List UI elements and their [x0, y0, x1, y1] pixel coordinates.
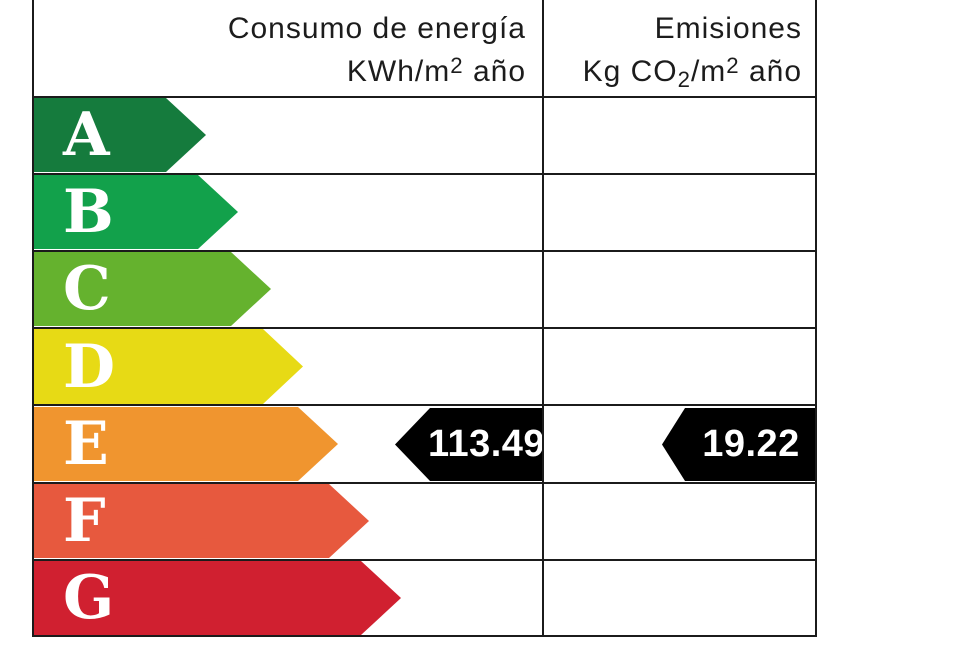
rating-arrow-f: F	[34, 484, 369, 558]
consumption-column-header: Consumo de energía KWh/m2 año	[34, 7, 526, 95]
emissions-value-marker: 19.22	[662, 408, 817, 481]
consumption-value: 113.49	[427, 423, 546, 465]
table-border-right	[815, 0, 817, 637]
rating-arrow-a: A	[34, 98, 206, 172]
superscript-2: 2	[726, 53, 740, 78]
table-row-line	[32, 173, 817, 175]
rating-letter: D	[63, 331, 116, 402]
subscript-2: 2	[677, 67, 691, 92]
table-row-line	[32, 327, 817, 329]
emissions-column-header: Emisiones Kg CO2/m2 año	[544, 7, 802, 95]
consumption-value-marker: 113.49	[395, 408, 543, 481]
rating-arrow-b: B	[34, 175, 238, 249]
table-border-left	[32, 0, 34, 637]
table-row-line	[32, 559, 817, 561]
table-row-line	[32, 404, 817, 406]
rating-arrow-e: E	[34, 407, 338, 481]
table-row-line	[32, 250, 817, 252]
rating-letter: C	[63, 254, 111, 324]
table-row-line	[32, 482, 817, 484]
emissions-unit: Kg CO2/m2 año	[582, 53, 802, 92]
superscript-2: 2	[450, 53, 464, 78]
emissions-title: Emisiones	[654, 12, 802, 45]
emissions-value: 19.22	[702, 423, 800, 465]
rating-letter: F	[63, 486, 106, 556]
consumption-title: Consumo de energía	[227, 12, 526, 45]
table-row-line	[32, 96, 817, 98]
rating-letter: B	[63, 177, 114, 247]
rating-arrow-c: C	[34, 252, 271, 326]
rating-letter: A	[63, 100, 110, 170]
table-border-column-divider	[542, 0, 544, 637]
table-border-bottom	[32, 635, 817, 637]
rating-letter: G	[63, 563, 115, 633]
consumption-unit: KWh/m2 año	[346, 53, 526, 88]
rating-arrow-g: G	[34, 561, 401, 635]
rating-arrow-d: D	[34, 329, 303, 404]
rating-letter: E	[63, 409, 109, 479]
